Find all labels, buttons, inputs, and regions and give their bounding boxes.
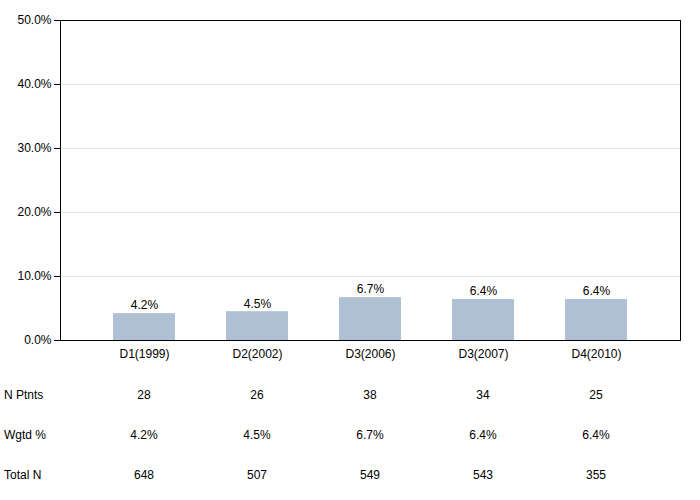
svg-text:10.0%: 10.0% — [17, 269, 51, 283]
html-text:28: 28 — [137, 388, 151, 402]
html-text:6.4%: 6.4% — [469, 428, 497, 442]
svg-text:D2(2002): D2(2002) — [232, 347, 282, 361]
svg-text:40.0%: 40.0% — [17, 77, 51, 91]
html-text:Total N: Total N — [4, 468, 42, 482]
html-text:N Ptnts: N Ptnts — [4, 388, 44, 402]
html-text:549: 549 — [360, 468, 380, 482]
html-text:507: 507 — [247, 468, 267, 482]
html-text:34: 34 — [476, 388, 490, 402]
html-text:25: 25 — [589, 388, 603, 402]
svg-text:D3(2007): D3(2007) — [458, 347, 508, 361]
svg-text:D4(2010): D4(2010) — [571, 347, 621, 361]
svg-text:0.0%: 0.0% — [24, 333, 52, 347]
svg-text:4.2%: 4.2% — [131, 298, 159, 312]
html-text:648: 648 — [134, 468, 154, 482]
svg-text:6.4%: 6.4% — [583, 284, 611, 298]
html-text:355: 355 — [586, 468, 606, 482]
html-text:38: 38 — [363, 388, 377, 402]
svg-text:D1(1999): D1(1999) — [119, 347, 169, 361]
html-text:6.7%: 6.7% — [356, 428, 384, 442]
svg-text:30.0%: 30.0% — [17, 141, 51, 155]
html-text:4.2%: 4.2% — [130, 428, 158, 442]
svg-text:6.4%: 6.4% — [470, 284, 498, 298]
html-text:26: 26 — [250, 388, 264, 402]
html-text:4.5%: 4.5% — [243, 428, 271, 442]
html-text:543: 543 — [473, 468, 493, 482]
svg-text:6.7%: 6.7% — [357, 282, 385, 296]
svg-text:4.5%: 4.5% — [244, 297, 272, 311]
html-text:6.4%: 6.4% — [582, 428, 610, 442]
svg-text:D3(2006): D3(2006) — [345, 347, 395, 361]
svg-text:50.0%: 50.0% — [17, 13, 51, 27]
svg-text:20.0%: 20.0% — [17, 205, 51, 219]
html-text:Wgtd %: Wgtd % — [4, 428, 46, 442]
